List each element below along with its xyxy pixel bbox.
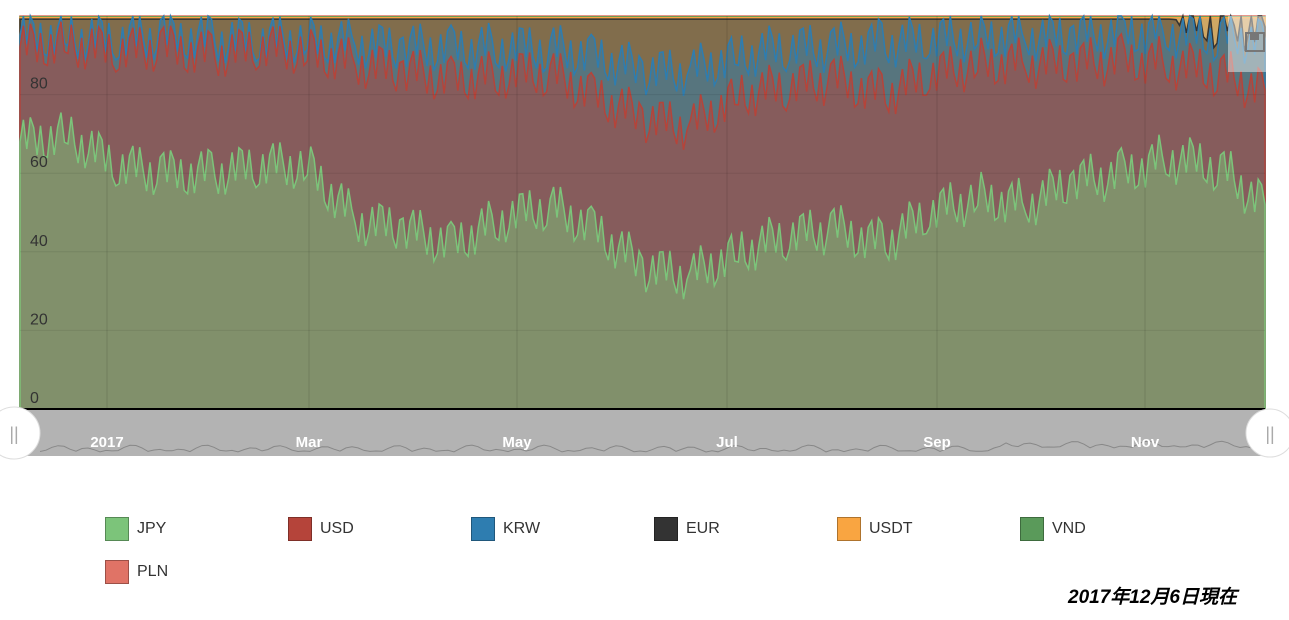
navigator-series-line	[39, 440, 1265, 453]
legend-label: USDT	[869, 520, 913, 537]
legend-item-krw[interactable]: KRW	[471, 517, 540, 541]
stacked-area-chart: 0 20 40 60 80 2017 Mar May Jul Sep Nov || ||	[0, 13, 1289, 460]
legend-swatch	[654, 517, 678, 541]
x-tick-label: Mar	[296, 434, 323, 451]
y-axis-labels: 0 20 40 60 80	[30, 76, 48, 407]
svg-text:||: ||	[9, 424, 18, 444]
legend-swatch	[837, 517, 861, 541]
legend-item-jpy[interactable]: JPY	[105, 517, 166, 541]
gridlines	[20, 16, 1265, 456]
navigator-left-handle[interactable]: ||	[0, 406, 41, 460]
y-tick-label: 40	[30, 233, 48, 250]
save-icon[interactable]	[1228, 16, 1268, 72]
y-tick-label: 20	[30, 311, 48, 328]
legend-item-usd[interactable]: USD	[288, 517, 354, 541]
y-tick-label: 60	[30, 154, 48, 171]
legend-label: JPY	[137, 520, 167, 537]
legend-swatch	[105, 560, 129, 584]
legend-swatch	[288, 517, 312, 541]
legend-swatch	[105, 517, 129, 541]
navigator[interactable]	[20, 410, 1268, 456]
navigator-labels: 2017 Mar May Jul Sep Nov	[90, 434, 1160, 451]
legend-label: PLN	[137, 563, 169, 580]
legend-item-eur[interactable]: EUR	[654, 517, 720, 541]
x-tick-label: 2017	[90, 434, 123, 451]
legend-item-pln[interactable]: PLN	[105, 560, 168, 584]
navigator-right-handle[interactable]: ||	[1245, 408, 1289, 458]
legend-item-vnd[interactable]: VND	[1020, 517, 1086, 541]
x-tick-label: Sep	[923, 434, 951, 451]
svg-text:||: ||	[1265, 424, 1274, 444]
series-areas	[19, 13, 1266, 410]
legend-label: VND	[1052, 520, 1086, 537]
x-tick-label: Jul	[716, 434, 738, 451]
legend-label: KRW	[503, 520, 541, 537]
x-tick-label: May	[502, 434, 532, 451]
legend-item-usdt[interactable]: USDT	[837, 517, 913, 541]
x-tick-label: Nov	[1131, 434, 1160, 451]
area-jpy	[19, 112, 1266, 410]
y-tick-label: 80	[30, 76, 48, 93]
legend-label: EUR	[686, 520, 720, 537]
legend-label: USD	[320, 520, 354, 537]
legend-swatch	[471, 517, 495, 541]
y-tick-label: 0	[30, 390, 39, 407]
as-of-date: 2017年12月6日現在	[1068, 587, 1237, 608]
legend-swatch	[1020, 517, 1044, 541]
